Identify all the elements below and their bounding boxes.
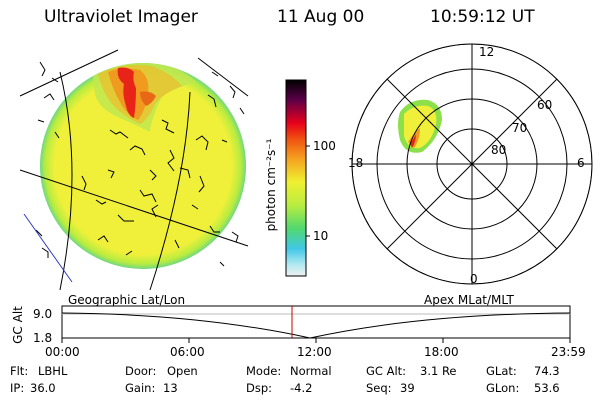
colorbar-tick-10: 10 [313,229,329,243]
gain-value: 13 [163,381,178,395]
glat-label: GLat: [486,364,517,378]
flt-label: Flt: [10,364,29,378]
time-tick-0000: 00:00 [45,345,80,359]
altitude-frame [61,305,571,339]
polar-lat-80: 80 [491,143,507,157]
dsp-value: -4.2 [290,381,313,395]
mode-label: Mode: [246,364,282,378]
time-tick-2359: 23:59 [551,345,586,359]
mode-value: Normal [290,364,332,378]
gain-label: Gain: [125,381,156,395]
time-tick-0600: 06:00 [170,345,205,359]
image-time: 10:59:12 UT [430,7,535,27]
alt-tick-1-8: 1.8 [33,331,53,345]
polar-lat-70: 70 [512,121,528,135]
polar-label-6: 6 [577,156,585,170]
seq-value: 39 [400,381,415,395]
apex-caption: Apex MLat/MLT [424,293,514,307]
door-value: Open [167,364,198,378]
instrument-title: Ultraviolet Imager [44,7,198,27]
alt-tick-9: 9.0 [33,307,53,321]
flt-value: LBHL [38,364,68,378]
glon-value: 53.6 [534,381,560,395]
door-label: Door: [125,364,157,378]
dsp-label: Dsp: [246,381,273,395]
earth-disk [40,63,246,269]
polar-label-0: 0 [470,272,478,286]
image-date: 11 Aug 00 [277,7,365,27]
polar-label-12: 12 [479,45,495,59]
polar-lat-60: 60 [537,98,553,112]
ip-label: IP: [10,381,25,395]
gc-alt-label: GC Alt: [366,364,407,378]
seq-label: Seq: [366,381,392,395]
glon-label: GLon: [486,381,520,395]
colorbar-tick-100: 100 [313,139,336,153]
gc-alt-value: 3.1 Re [420,364,457,378]
time-tick-1800: 18:00 [424,345,459,359]
ip-value: 36.0 [30,381,56,395]
aurora-region [81,63,228,256]
polar-label-18: 18 [348,156,364,170]
colorbar-scale [285,79,307,277]
time-tick-1200: 12:00 [297,345,332,359]
altitude-curve [61,312,571,339]
glat-value: 74.3 [534,364,560,378]
geographic-caption: Geographic Lat/Lon [68,293,186,307]
